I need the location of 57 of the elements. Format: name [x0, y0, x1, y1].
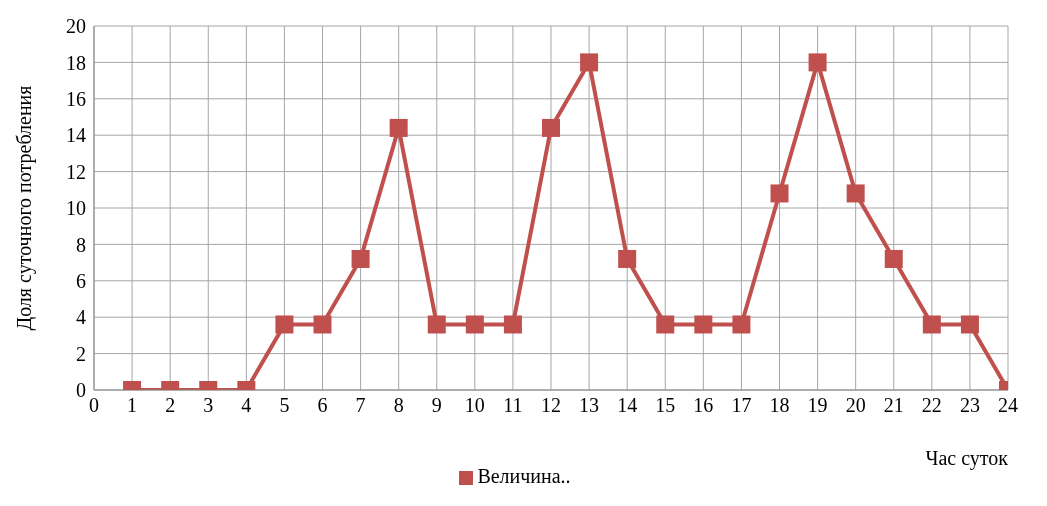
x-tick-label: 15: [655, 394, 676, 417]
point: [922, 315, 941, 334]
x-tick-label: 7: [355, 394, 366, 417]
point: [808, 53, 827, 72]
y-tick-label: 10: [66, 197, 86, 220]
point: [503, 315, 522, 334]
y-tick-label: 4: [76, 306, 86, 329]
legend-label: Величина..: [477, 465, 571, 487]
x-axis-title: Час суток: [925, 447, 1009, 470]
x-tick-label: 13: [579, 394, 600, 417]
y-tick-label: 6: [76, 269, 86, 292]
point: [884, 249, 903, 268]
point: [694, 315, 713, 334]
y-tick-label: 20: [66, 15, 86, 38]
y-tick-label: 14: [66, 124, 86, 147]
point: [656, 315, 675, 334]
y-tick-label: 12: [66, 160, 86, 183]
x-tick-label: 4: [241, 394, 252, 417]
x-tick-label: 12: [541, 394, 561, 417]
y-tick-label: 16: [66, 87, 86, 110]
point: [389, 118, 408, 137]
x-tick-label: 5: [279, 394, 290, 417]
x-tick-label: 23: [959, 394, 980, 417]
point: [580, 53, 599, 72]
x-tick-label: 17: [731, 394, 752, 417]
y-axis-title: Доля суточного потребления: [13, 85, 37, 331]
point: [313, 315, 332, 334]
x-tick-label: 24: [998, 394, 1018, 417]
point: [465, 315, 484, 334]
point: [427, 315, 446, 334]
x-tick-label: 14: [617, 394, 638, 417]
x-tick-label: 21: [883, 394, 904, 417]
x-tick-label: 22: [921, 394, 942, 417]
x-tick-label: 10: [464, 394, 485, 417]
point: [960, 315, 979, 334]
x-tick-label: 18: [769, 394, 790, 417]
y-tick-label: 0: [76, 379, 86, 402]
point: [732, 315, 751, 334]
point: [542, 118, 560, 137]
x-tick-label: 11: [503, 394, 523, 417]
point: [351, 249, 370, 268]
x-tick-label: 16: [693, 394, 714, 417]
x-tick-label: 1: [127, 394, 138, 417]
y-tick-label: 8: [76, 233, 86, 256]
point: [275, 315, 294, 334]
x-tick-label: 19: [807, 394, 828, 417]
x-tick-label: 3: [203, 394, 214, 417]
x-tick-label: 2: [165, 394, 176, 417]
x-tick-label: 6: [317, 394, 328, 417]
x-tick-label: 20: [845, 394, 866, 417]
point: [618, 249, 637, 268]
y-tick-label: 18: [66, 51, 86, 74]
point: [846, 184, 865, 203]
x-tick-label: 9: [431, 394, 442, 417]
point: [770, 184, 789, 203]
y-tick-label: 2: [76, 342, 86, 365]
x-tick-label: 8: [393, 394, 404, 417]
